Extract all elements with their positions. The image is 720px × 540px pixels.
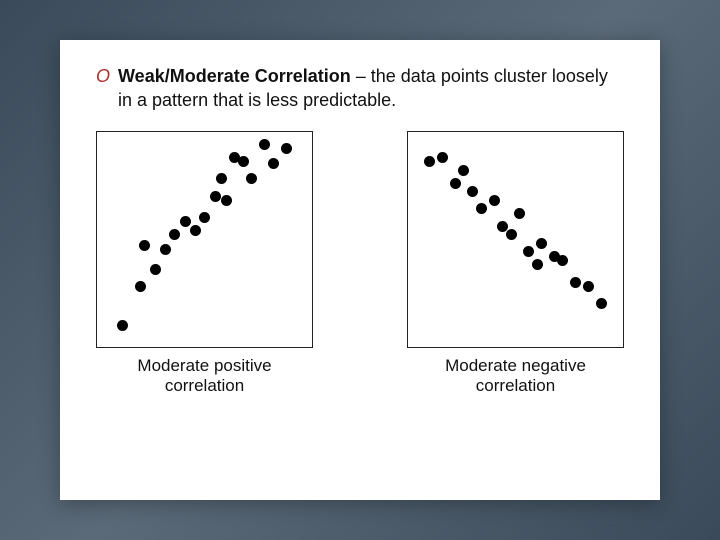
scatter-dot [268, 158, 279, 169]
scatter-dot [467, 186, 478, 197]
bullet-text: Weak/Moderate Correlation – the data poi… [118, 64, 624, 113]
chart-right-caption: Moderate negative correlation [445, 356, 586, 397]
chart-left-wrap: Moderate positive correlation [96, 131, 313, 397]
scatter-dot [210, 191, 221, 202]
scatter-dot [458, 165, 469, 176]
scatter-dot [221, 195, 232, 206]
scatter-dot [150, 264, 161, 275]
scatter-dot [216, 173, 227, 184]
chart-right-caption-line1: Moderate negative [445, 356, 586, 375]
bullet-title-bold: Weak/Moderate Correlation [118, 66, 351, 86]
scatter-dot [190, 225, 201, 236]
bullet-marker: O [96, 66, 110, 87]
scatter-dot [160, 244, 171, 255]
scatter-dot [117, 320, 128, 331]
scatter-dot [139, 240, 150, 251]
bullet-row: O Weak/Moderate Correlation – the data p… [96, 64, 624, 113]
chart-left-caption: Moderate positive correlation [137, 356, 271, 397]
scatter-chart-negative [407, 131, 624, 348]
scatter-chart-positive [96, 131, 313, 348]
scatter-dot [506, 229, 517, 240]
chart-left-caption-line1: Moderate positive [137, 356, 271, 375]
scatter-dot [489, 195, 500, 206]
scatter-dot [169, 229, 180, 240]
scatter-dot [281, 143, 292, 154]
scatter-dot [437, 152, 448, 163]
chart-left-caption-line2: correlation [165, 376, 244, 395]
scatter-dot [532, 259, 543, 270]
scatter-dot [583, 281, 594, 292]
scatter-dot [596, 298, 607, 309]
scatter-dot [246, 173, 257, 184]
scatter-dot [259, 139, 270, 150]
scatter-dot [536, 238, 547, 249]
scatter-dot [557, 255, 568, 266]
scatter-dot [514, 208, 525, 219]
scatter-dot [238, 156, 249, 167]
scatter-dot [180, 216, 191, 227]
scatter-dot [135, 281, 146, 292]
scatter-dot [424, 156, 435, 167]
scatter-dot [450, 178, 461, 189]
scatter-dot [199, 212, 210, 223]
scatter-dot [476, 203, 487, 214]
charts-row: Moderate positive correlation Moderate n… [96, 131, 624, 397]
scatter-dot [523, 246, 534, 257]
slide: O Weak/Moderate Correlation – the data p… [60, 40, 660, 500]
chart-right-wrap: Moderate negative correlation [407, 131, 624, 397]
scatter-dot [570, 277, 581, 288]
chart-right-caption-line2: correlation [476, 376, 555, 395]
